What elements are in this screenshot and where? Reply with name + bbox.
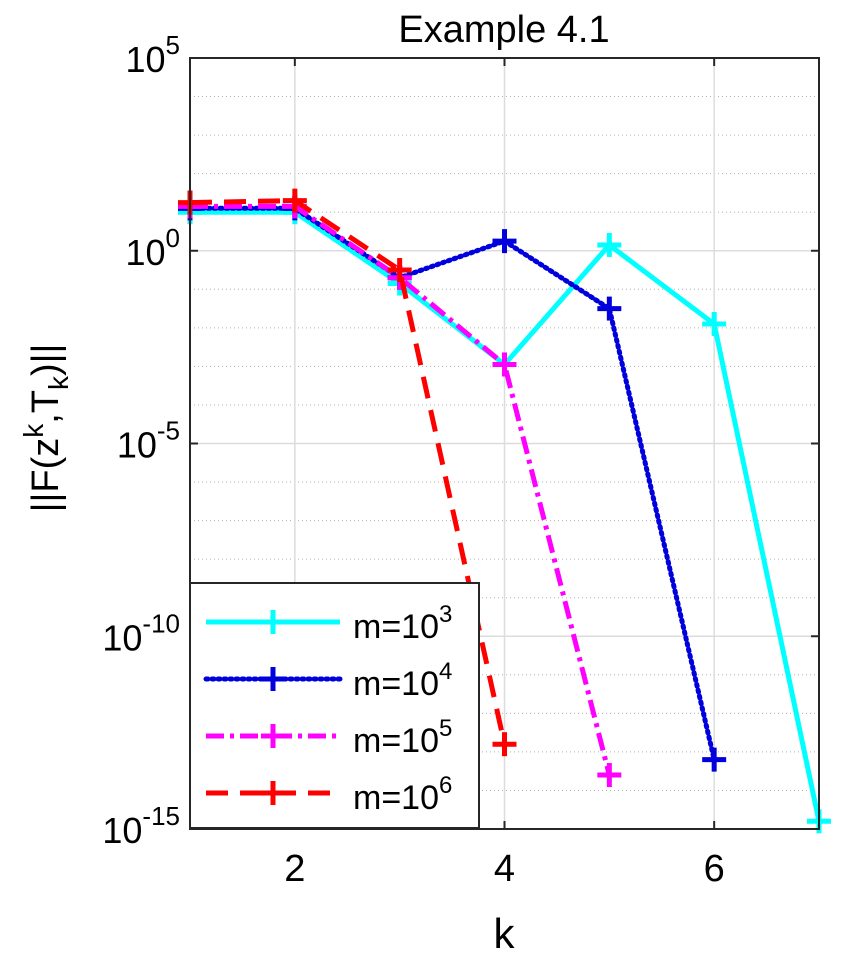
y-label-sup: k (18, 423, 49, 438)
legend-entry: m=105 (206, 715, 452, 760)
legend-marker (261, 667, 285, 691)
x-tick-label: 6 (704, 848, 725, 890)
legend-marker (261, 610, 285, 634)
data-point-marker (597, 232, 622, 257)
x-tick-label: 2 (284, 848, 305, 890)
legend: m=103 m=104 m=105 m=106 (189, 582, 480, 829)
x-axis-label: k (494, 910, 516, 957)
data-point-marker (702, 311, 727, 336)
y-tick-label: 10-5 (117, 416, 180, 466)
data-point-marker (387, 258, 412, 283)
y-label-base: ||F(z (25, 438, 67, 513)
legend-marker (261, 724, 285, 748)
legend-entry: m=104 (203, 658, 452, 703)
legend-label: m=103 (353, 601, 452, 646)
y-tick-label: 105 (125, 30, 180, 80)
chart-title: Example 4.1 (398, 9, 609, 51)
data-point-marker (492, 732, 517, 757)
legend-label: m=106 (353, 772, 452, 817)
y-label-end: )|| (25, 344, 67, 376)
y-axis-label: ||F(zk,Tk)|| (18, 344, 74, 513)
data-point-marker (702, 747, 727, 772)
legend-entry: m=106 (206, 772, 452, 817)
legend-label: m=104 (353, 658, 452, 703)
y-tick-label: 100 (125, 223, 180, 273)
series-line (189, 198, 507, 745)
data-point-marker (492, 352, 517, 377)
data-point-marker (282, 188, 307, 213)
data-point-marker (597, 296, 622, 321)
data-point-marker (597, 763, 622, 788)
legend-entry: m=103 (206, 601, 452, 646)
x-tick-label: 4 (494, 848, 515, 890)
legend-label: m=105 (353, 715, 452, 760)
data-point-marker (492, 229, 517, 254)
legend-marker (261, 781, 285, 805)
y-label-sub: k (43, 375, 74, 390)
y-tick-label: 10-10 (102, 608, 180, 658)
tick-layer: 2 4 6 105 100 10-5 10-10 10-15 (102, 30, 819, 890)
y-tick-label: 10-15 (102, 801, 180, 851)
y-label-mid: ,T (25, 390, 67, 424)
series-line (187, 205, 717, 763)
